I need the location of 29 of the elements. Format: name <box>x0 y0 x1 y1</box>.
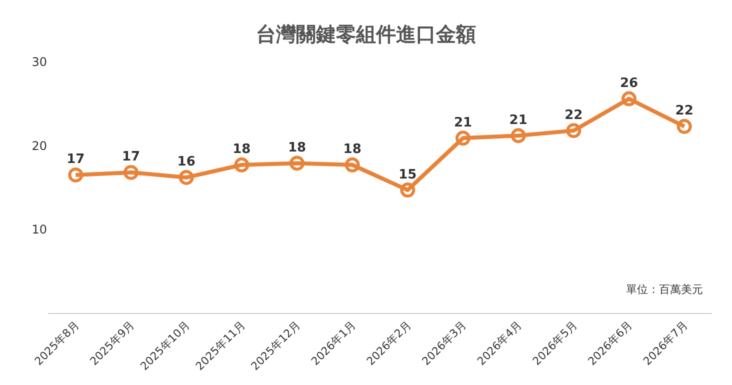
data-label: 18 <box>343 142 362 158</box>
data-label: 18 <box>232 142 251 158</box>
data-label: 17 <box>122 150 140 165</box>
y-tick-label: 10 <box>32 222 47 237</box>
annotation: 單位：百萬美元 <box>626 283 703 296</box>
data-label: 16 <box>177 154 196 170</box>
point <box>68 167 84 182</box>
point <box>290 156 304 171</box>
data-label: 22 <box>564 108 583 123</box>
chart-title: 台灣關鍵零組件進口金額 <box>256 22 476 46</box>
data-label: 21 <box>509 112 528 128</box>
point <box>124 164 138 180</box>
data-label: 15 <box>398 167 417 182</box>
data-label: 22 <box>675 104 694 119</box>
point <box>676 118 692 134</box>
point <box>344 157 360 172</box>
y-tick-label: 30 <box>32 55 47 70</box>
point <box>234 157 250 172</box>
data-label: 21 <box>454 115 472 130</box>
point <box>400 182 416 198</box>
point <box>456 130 470 146</box>
y-tick-label: 20 <box>32 138 47 153</box>
point <box>566 123 582 138</box>
point <box>178 170 194 185</box>
data-label: 18 <box>288 140 306 156</box>
point <box>622 91 636 106</box>
data-label: 17 <box>66 152 85 168</box>
point <box>510 128 526 144</box>
data-label: 26 <box>620 76 638 92</box>
